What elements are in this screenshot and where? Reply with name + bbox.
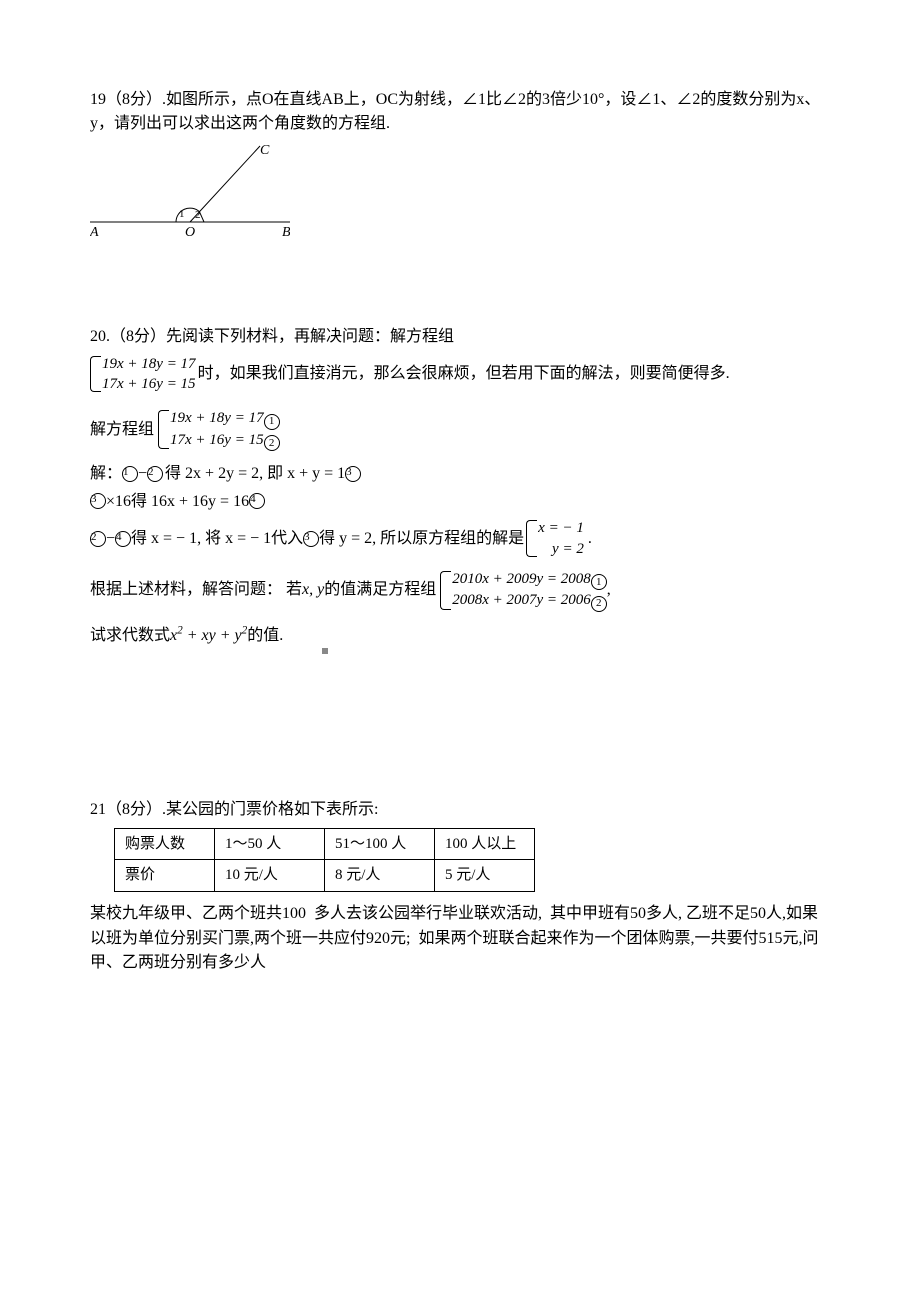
q20-system-3: 2010x + 2009y = 20081 2008x + 2007y = 20… bbox=[440, 569, 607, 612]
label-angle-1: 1 bbox=[179, 208, 185, 220]
q20-step1-prefix: 解： bbox=[90, 463, 122, 485]
q20-intro-line: 20.（8分）先阅读下列材料，再解决问题：解方程组 bbox=[90, 326, 830, 348]
sys1-row2: 17x + 16y = 15 bbox=[102, 376, 196, 392]
circled-3b: 3 bbox=[90, 493, 106, 509]
q20-step1-eq: 得 2x + 2y = 2, 即 x + y = 1 bbox=[165, 465, 345, 482]
q20-step1-minus: − bbox=[138, 463, 147, 485]
sol-row2: y = 2 bbox=[552, 541, 584, 557]
q20-final-a: 试求代数式 bbox=[90, 624, 170, 648]
circled-4b: 4 bbox=[115, 531, 131, 547]
th-3: 100 人以上 bbox=[435, 828, 535, 860]
q20-step2-eq: ×16得 16x + 16y = 16 bbox=[106, 493, 249, 510]
circled-2: 2 bbox=[264, 435, 280, 451]
q20-step3-eq1: 得 x = − 1, 将 x = − 1代入 bbox=[131, 530, 303, 547]
circled-1c: 1 bbox=[591, 574, 607, 590]
q20-step2: 3 ×16得 16x + 16y = 16 4 bbox=[90, 491, 830, 513]
problem-20: 20.（8分）先阅读下列材料，再解决问题：解方程组 19x + 18y = 17… bbox=[90, 326, 830, 648]
q20-mat-xy: x, y bbox=[302, 578, 324, 602]
td-1: 10 元/人 bbox=[215, 860, 325, 892]
circled-2d: 2 bbox=[591, 596, 607, 612]
sys3-row1: 2010x + 2009y = 2008 bbox=[452, 571, 591, 587]
td-2: 8 元/人 bbox=[325, 860, 435, 892]
label-A: A bbox=[90, 225, 99, 238]
q20-step3-eq2: 得 y = 2, 所以原方程组的解是 bbox=[319, 530, 524, 547]
q20-solution-system: x = − 1 y = 2 bbox=[526, 518, 584, 559]
q20-material-line: 根据上述材料，解答问题： 若 x, y 的值满足方程组 2010x + 2009… bbox=[90, 569, 830, 612]
td-0: 票价 bbox=[115, 860, 215, 892]
problem-21-text: 21（8分）.某公园的门票价格如下表所示: bbox=[90, 798, 830, 822]
q20-final-b: 的值. bbox=[247, 624, 283, 648]
label-B: B bbox=[282, 225, 290, 238]
q20-step1: 解： 1 − 2 得 2x + 2y = 2, 即 x + y = 1 3 bbox=[90, 463, 830, 485]
q20-mat-b: 的值满足方程组 bbox=[324, 578, 436, 602]
label-O: O bbox=[185, 225, 195, 238]
q20-intro: 20.（8分）先阅读下列材料，再解决问题：解方程组 bbox=[90, 326, 454, 348]
q20-final-expr: x2 + xy + y2 bbox=[170, 624, 247, 648]
sys2-row1: 19x + 18y = 17 bbox=[170, 410, 264, 426]
circled-1b: 1 bbox=[122, 466, 138, 482]
q20-solve-sys-line: 解方程组 19x + 18y = 171 17x + 16y = 152 bbox=[90, 408, 830, 451]
q20-sys1-line: 19x + 18y = 17 17x + 16y = 15 时，如果我们直接消元… bbox=[90, 354, 830, 395]
circled-3c: 3 bbox=[303, 531, 319, 547]
q20-mat-a: 根据上述材料，解答问题： 若 bbox=[90, 578, 302, 602]
sol-row1: x = − 1 bbox=[538, 520, 584, 536]
ticket-price-table: 购票人数 1～50 人 51～100 人 100 人以上 票价 10 元/人 8… bbox=[114, 828, 535, 892]
sys2-row2: 17x + 16y = 15 bbox=[170, 432, 264, 448]
td-3: 5 元/人 bbox=[435, 860, 535, 892]
problem-19-diagram: A B O C 1 2 bbox=[90, 142, 830, 238]
q20-step3-minus: − bbox=[106, 527, 115, 551]
circled-4: 4 bbox=[249, 493, 265, 509]
angle-diagram-svg: A B O C 1 2 bbox=[90, 142, 290, 238]
problem-21-body: 某校九年级甲、乙两个班共100 多人去该公园举行毕业联欢活动, 其中甲班有50多… bbox=[90, 902, 830, 976]
circled-2b: 2 bbox=[147, 466, 163, 482]
th-0: 购票人数 bbox=[115, 828, 215, 860]
circled-1: 1 bbox=[264, 414, 280, 430]
q20-system-2: 19x + 18y = 171 17x + 16y = 152 bbox=[158, 408, 280, 451]
q20-step3-period: . bbox=[588, 527, 592, 551]
table-row: 购票人数 1～50 人 51～100 人 100 人以上 bbox=[115, 828, 535, 860]
sys3-row2: 2008x + 2007y = 2006 bbox=[452, 592, 591, 608]
footnote-marker-icon bbox=[322, 648, 328, 654]
problem-21: 21（8分）.某公园的门票价格如下表所示: 购票人数 1～50 人 51～100… bbox=[90, 798, 830, 976]
table-row: 票价 10 元/人 8 元/人 5 元/人 bbox=[115, 860, 535, 892]
label-angle-2: 2 bbox=[195, 209, 201, 221]
circled-2c: 2 bbox=[90, 531, 106, 547]
q20-final-line: 试求代数式 x2 + xy + y2 的值. bbox=[90, 624, 830, 648]
q20-solve-label: 解方程组 bbox=[90, 418, 154, 442]
q20-system-1: 19x + 18y = 17 17x + 16y = 15 bbox=[90, 354, 196, 395]
problem-19: 19（8分）.如图所示，点O在直线AB上，OC为射线，∠1比∠2的3倍少10°，… bbox=[90, 88, 830, 238]
q20-step3: 2 − 4 得 x = − 1, 将 x = − 1代入 3 得 y = 2, … bbox=[90, 518, 830, 559]
q20-mat-comma: , bbox=[607, 578, 611, 602]
q20-intro-tail: 时，如果我们直接消元，那么会很麻烦，但若用下面的解法，则要简便得多. bbox=[198, 363, 730, 385]
circled-3: 3 bbox=[345, 466, 361, 482]
sys1-row1: 19x + 18y = 17 bbox=[102, 356, 196, 372]
label-C: C bbox=[260, 143, 270, 158]
th-2: 51～100 人 bbox=[325, 828, 435, 860]
problem-19-text: 19（8分）.如图所示，点O在直线AB上，OC为射线，∠1比∠2的3倍少10°，… bbox=[90, 88, 830, 136]
th-1: 1～50 人 bbox=[215, 828, 325, 860]
